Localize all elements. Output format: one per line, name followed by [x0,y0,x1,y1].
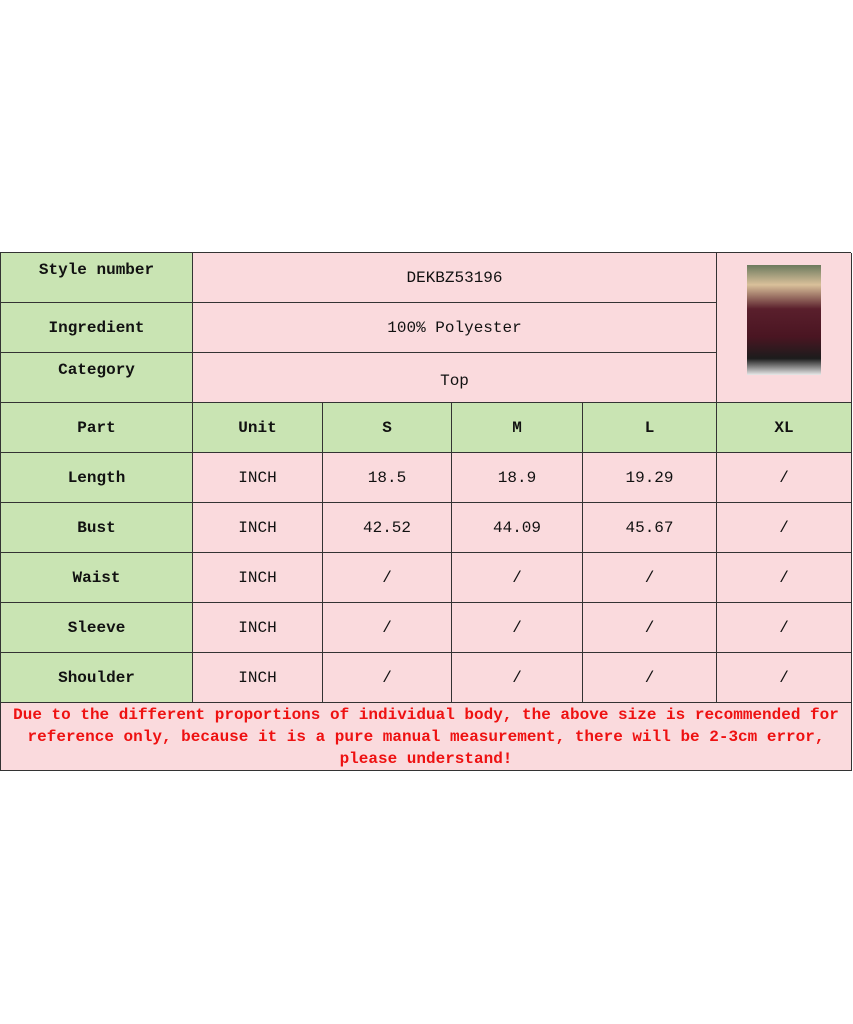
row-part: Length [1,453,193,503]
row-cell: / [717,503,852,553]
header-s: S [323,403,452,453]
row-cell: / [583,553,717,603]
row-cell: INCH [193,553,323,603]
row-cell: 42.52 [323,503,452,553]
row-cell: / [583,603,717,653]
row-cell: / [583,653,717,703]
row-cell: / [452,603,583,653]
header-part: Part [1,403,193,453]
row-cell: / [323,653,452,703]
header-xl: XL [717,403,852,453]
row-cell: / [717,653,852,703]
header-m: M [452,403,583,453]
row-cell: INCH [193,503,323,553]
ingredient-label: Ingredient [1,303,193,353]
header-l: L [583,403,717,453]
category-label: Category [1,353,193,403]
row-cell: / [323,603,452,653]
product-photo [747,265,821,375]
row-cell: / [323,553,452,603]
style-number-label: Style number [1,253,193,303]
row-part: Sleeve [1,603,193,653]
row-cell: / [717,553,852,603]
row-cell: INCH [193,453,323,503]
row-cell: 44.09 [452,503,583,553]
category-value: Top [193,353,717,403]
product-photo-cell [717,253,852,403]
row-part: Shoulder [1,653,193,703]
row-cell: / [717,603,852,653]
row-part: Bust [1,503,193,553]
row-cell: INCH [193,653,323,703]
row-cell: INCH [193,603,323,653]
row-cell: 18.5 [323,453,452,503]
row-cell: 19.29 [583,453,717,503]
row-cell: 18.9 [452,453,583,503]
header-unit: Unit [193,403,323,453]
ingredient-value: 100% Polyester [193,303,717,353]
row-cell: 45.67 [583,503,717,553]
row-part: Waist [1,553,193,603]
size-disclaimer-note: Due to the different proportions of indi… [1,703,852,771]
row-cell: / [452,553,583,603]
row-cell: / [452,653,583,703]
row-cell: / [717,453,852,503]
style-number-value: DEKBZ53196 [193,253,717,303]
size-chart-table: Style number DEKBZ53196 Ingredient 100% … [0,252,852,771]
